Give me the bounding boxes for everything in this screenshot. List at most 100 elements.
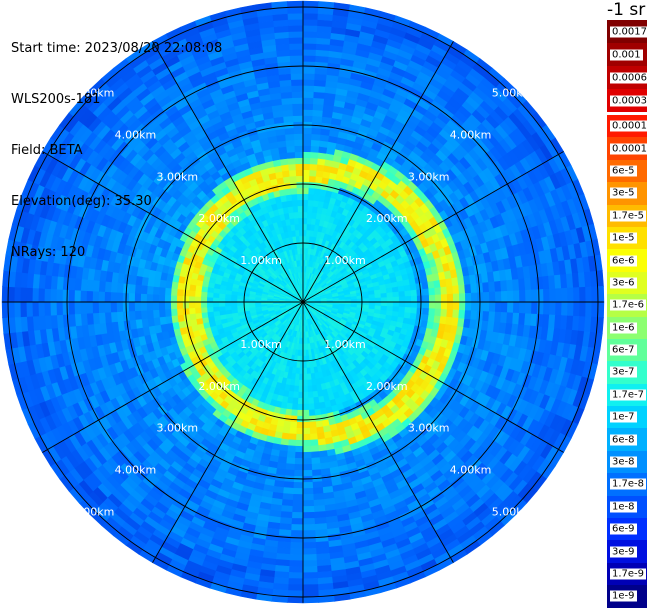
- range-gate-cell: [303, 230, 307, 236]
- range-gate-cell: [310, 158, 318, 165]
- range-gate-cell: [531, 290, 537, 302]
- range-gate-cell: [110, 292, 116, 302]
- range-gate-cell: [303, 128, 312, 134]
- range-gate-cell: [459, 310, 466, 319]
- range-gate-cell: [435, 295, 441, 302]
- range-gate-cell: [314, 92, 325, 99]
- range-gate-cell: [429, 295, 435, 302]
- range-gate-cell: [291, 518, 303, 524]
- range-gate-cell: [567, 302, 573, 316]
- range-gate-cell: [117, 283, 124, 293]
- range-gate-cell: [303, 97, 314, 103]
- range-gate-cell: [303, 585, 318, 591]
- range-gate-cell: [297, 410, 303, 416]
- range-gate-cell: [285, 470, 294, 477]
- range-gate-cell: [303, 85, 314, 91]
- range-gate-cell: [303, 566, 317, 572]
- range-gate-cell: [303, 182, 309, 188]
- range-gate-cell: [2, 286, 8, 302]
- range-gate-cell: [290, 554, 304, 560]
- range-gate-cell: [141, 294, 147, 303]
- range-gate-cell: [303, 115, 313, 121]
- range-gate-cell: [303, 512, 314, 518]
- range-gate-cell: [441, 309, 448, 317]
- range-gate-cell: [303, 446, 311, 452]
- range-gate-cell: [453, 310, 460, 319]
- range-gate-cell: [399, 297, 405, 302]
- range-gate-cell: [387, 297, 393, 302]
- range-gate-cell: [14, 287, 20, 302]
- range-gate-cell: [435, 309, 442, 317]
- range-gate-cell: [531, 302, 537, 314]
- range-gate-cell: [309, 182, 316, 189]
- range-gate-cell: [288, 585, 303, 591]
- range-gate-cell: [141, 302, 147, 311]
- range-gate-cell: [404, 285, 411, 291]
- range-gate-cell: [135, 302, 141, 311]
- range-gate-cell: [213, 306, 219, 311]
- range-gate-cell: [459, 294, 465, 303]
- range-gate-cell: [471, 293, 477, 302]
- range-gate-cell: [284, 482, 294, 489]
- range-gate-cell: [303, 464, 312, 470]
- range-gate-cell: [171, 295, 177, 302]
- range-gate-cell: [310, 440, 318, 447]
- range-gate-cell: [303, 398, 308, 404]
- range-gate-cell: [417, 302, 423, 308]
- range-gate-cell: [312, 470, 321, 477]
- range-gate-cell: [86, 291, 92, 302]
- range-gate-cell: [313, 110, 323, 117]
- range-gate-cell: [313, 488, 323, 495]
- range-gate-cell: [177, 289, 184, 296]
- range-gate-cell: [501, 302, 507, 313]
- range-gate-cell: [219, 306, 225, 311]
- range-gate-cell: [38, 288, 44, 302]
- range-gate-cell: [399, 302, 405, 307]
- range-gate-cell: [307, 386, 312, 392]
- range-gate-cell: [293, 488, 303, 494]
- range-gate-cell: [303, 416, 309, 422]
- range-gate-cell: [14, 302, 20, 317]
- range-gate-cell: [471, 284, 478, 293]
- range-gate-cell: [189, 313, 196, 320]
- range-gate-cell: [298, 386, 303, 392]
- range-gate-cell: [189, 308, 196, 314]
- range-gate-cell: [86, 302, 92, 313]
- range-gate-cell: [20, 287, 26, 302]
- range-gate-cell: [309, 416, 316, 423]
- range-gate-cell: [495, 302, 501, 312]
- range-gate-cell: [393, 292, 399, 297]
- range-gate-cell: [314, 403, 320, 410]
- range-gate-cell: [98, 291, 104, 302]
- range-gate-cell: [201, 297, 207, 302]
- range-gate-cell: [441, 302, 447, 310]
- range-gate-cell: [312, 116, 322, 123]
- range-gate-cell: [309, 188, 315, 195]
- range-gate-cell: [303, 218, 307, 224]
- range-gate-cell: [195, 296, 201, 302]
- range-gate-cell: [303, 158, 311, 164]
- range-gate-cell: [177, 302, 183, 309]
- range-gate-cell: [495, 292, 501, 302]
- range-gate-cell: [423, 302, 429, 309]
- range-gate-cell: [111, 282, 118, 292]
- range-gate-cell: [579, 287, 585, 302]
- range-gate-cell: [303, 188, 309, 194]
- range-gate-cell: [111, 312, 118, 322]
- range-gate-cell: [507, 291, 513, 302]
- range-gate-cell: [312, 128, 321, 135]
- range-gate-cell: [303, 597, 319, 603]
- range-gate-cell: [579, 302, 585, 317]
- range-gate-cell: [225, 306, 231, 310]
- range-gate-cell: [159, 302, 165, 310]
- range-gate-cell: [303, 428, 310, 434]
- range-gate-cell: [303, 554, 317, 560]
- range-gate-cell: [303, 494, 313, 500]
- range-gate-cell: [369, 295, 375, 299]
- range-gate-cell: [398, 286, 405, 292]
- range-gate-cell: [303, 380, 307, 386]
- range-gate-cell: [303, 206, 308, 212]
- range-gate-cell: [513, 302, 519, 313]
- range-gate-cell: [303, 91, 314, 97]
- range-gate-cell: [292, 512, 303, 518]
